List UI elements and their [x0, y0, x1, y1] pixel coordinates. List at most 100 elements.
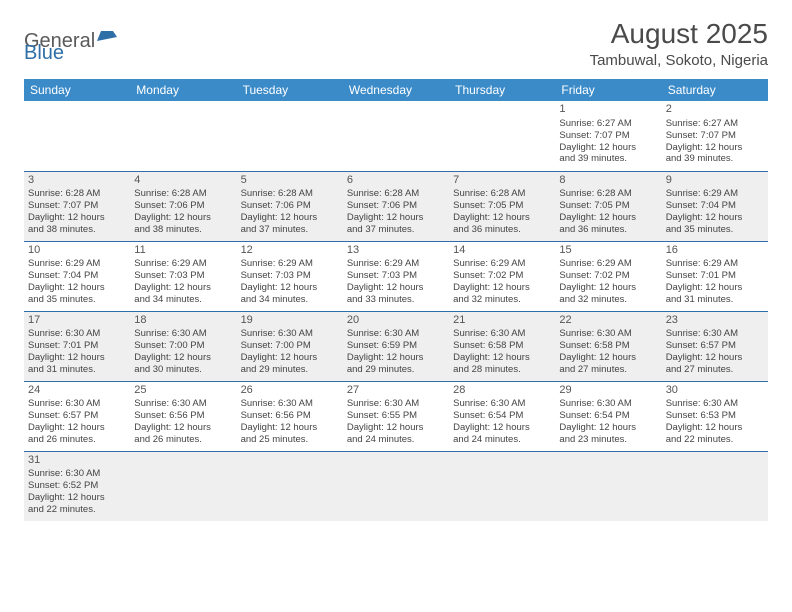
day-info-line: and 34 minutes. [134, 294, 232, 306]
day-number: 21 [453, 314, 551, 328]
day-number: 4 [134, 174, 232, 188]
day-cell: 18Sunrise: 6:30 AMSunset: 7:00 PMDayligh… [130, 311, 236, 381]
calendar-body: 1Sunrise: 6:27 AMSunset: 7:07 PMDaylight… [24, 101, 768, 521]
day-cell: 25Sunrise: 6:30 AMSunset: 6:56 PMDayligh… [130, 381, 236, 451]
day-info-line: Daylight: 12 hours [666, 282, 764, 294]
day-info-line: Daylight: 12 hours [453, 422, 551, 434]
day-info-line: Sunrise: 6:29 AM [453, 258, 551, 270]
day-info-line: Sunrise: 6:28 AM [347, 188, 445, 200]
day-info-line: Daylight: 12 hours [28, 282, 126, 294]
day-number: 17 [28, 314, 126, 328]
day-info-line: Sunset: 7:07 PM [559, 130, 657, 142]
week-row: 10Sunrise: 6:29 AMSunset: 7:04 PMDayligh… [24, 241, 768, 311]
day-info-line: Daylight: 12 hours [28, 212, 126, 224]
day-info-line: and 36 minutes. [559, 224, 657, 236]
day-info-line: Daylight: 12 hours [241, 422, 339, 434]
weekday-header: Wednesday [343, 79, 449, 101]
day-number: 18 [134, 314, 232, 328]
week-row: 24Sunrise: 6:30 AMSunset: 6:57 PMDayligh… [24, 381, 768, 451]
day-cell: 15Sunrise: 6:29 AMSunset: 7:02 PMDayligh… [555, 241, 661, 311]
day-cell: 23Sunrise: 6:30 AMSunset: 6:57 PMDayligh… [662, 311, 768, 381]
day-number: 8 [559, 174, 657, 188]
day-info-line: Daylight: 12 hours [28, 422, 126, 434]
day-info-line: Sunset: 7:01 PM [666, 270, 764, 282]
day-number: 27 [347, 384, 445, 398]
day-number: 14 [453, 244, 551, 258]
day-number: 23 [666, 314, 764, 328]
day-info-line: Sunrise: 6:28 AM [28, 188, 126, 200]
day-number: 1 [559, 103, 657, 117]
day-number: 9 [666, 174, 764, 188]
calendar-page: General August 2025 Tambuwal, Sokoto, Ni… [0, 0, 792, 539]
day-number: 12 [241, 244, 339, 258]
day-info-line: and 30 minutes. [134, 364, 232, 376]
day-info-line: Daylight: 12 hours [241, 212, 339, 224]
day-number: 7 [453, 174, 551, 188]
day-cell: 29Sunrise: 6:30 AMSunset: 6:54 PMDayligh… [555, 381, 661, 451]
week-row: 31Sunrise: 6:30 AMSunset: 6:52 PMDayligh… [24, 451, 768, 521]
day-number: 30 [666, 384, 764, 398]
day-info-line: Sunset: 7:03 PM [347, 270, 445, 282]
day-info-line: Sunrise: 6:28 AM [559, 188, 657, 200]
day-info-line: Daylight: 12 hours [347, 422, 445, 434]
day-cell [24, 101, 130, 171]
day-info-line: Sunrise: 6:30 AM [28, 328, 126, 340]
day-info-line: Sunrise: 6:28 AM [241, 188, 339, 200]
day-info-line: Daylight: 12 hours [559, 142, 657, 154]
day-cell: 7Sunrise: 6:28 AMSunset: 7:05 PMDaylight… [449, 171, 555, 241]
day-number: 2 [666, 103, 764, 117]
day-info-line: Sunset: 7:06 PM [134, 200, 232, 212]
day-info-line: and 33 minutes. [347, 294, 445, 306]
day-cell: 4Sunrise: 6:28 AMSunset: 7:06 PMDaylight… [130, 171, 236, 241]
day-info-line: Sunset: 6:52 PM [28, 480, 126, 492]
day-number: 13 [347, 244, 445, 258]
day-info-line: and 39 minutes. [666, 153, 764, 165]
day-info-line: Sunset: 6:56 PM [134, 410, 232, 422]
day-info-line: Daylight: 12 hours [666, 352, 764, 364]
day-info-line: Sunrise: 6:28 AM [453, 188, 551, 200]
day-cell: 26Sunrise: 6:30 AMSunset: 6:56 PMDayligh… [237, 381, 343, 451]
day-info-line: Sunset: 7:06 PM [241, 200, 339, 212]
day-number: 15 [559, 244, 657, 258]
day-info-line: Sunset: 7:04 PM [666, 200, 764, 212]
day-info-line: and 29 minutes. [241, 364, 339, 376]
day-info-line: Sunset: 7:00 PM [241, 340, 339, 352]
day-info-line: Daylight: 12 hours [559, 282, 657, 294]
day-number: 25 [134, 384, 232, 398]
day-info-line: Sunset: 6:55 PM [347, 410, 445, 422]
day-info-line: Daylight: 12 hours [134, 352, 232, 364]
day-info-line: Sunrise: 6:30 AM [559, 398, 657, 410]
day-info-line: Sunrise: 6:30 AM [241, 398, 339, 410]
day-info-line: and 29 minutes. [347, 364, 445, 376]
day-info-line: and 38 minutes. [134, 224, 232, 236]
day-info-line: Daylight: 12 hours [666, 142, 764, 154]
day-cell: 27Sunrise: 6:30 AMSunset: 6:55 PMDayligh… [343, 381, 449, 451]
day-info-line: Sunset: 7:02 PM [559, 270, 657, 282]
day-info-line: Daylight: 12 hours [241, 282, 339, 294]
day-number: 29 [559, 384, 657, 398]
day-info-line: Daylight: 12 hours [134, 212, 232, 224]
day-info-line: Sunrise: 6:29 AM [347, 258, 445, 270]
day-cell: 19Sunrise: 6:30 AMSunset: 7:00 PMDayligh… [237, 311, 343, 381]
day-cell [343, 101, 449, 171]
weekday-header: Sunday [24, 79, 130, 101]
day-info-line: and 35 minutes. [666, 224, 764, 236]
day-cell: 12Sunrise: 6:29 AMSunset: 7:03 PMDayligh… [237, 241, 343, 311]
day-info-line: Sunset: 7:03 PM [134, 270, 232, 282]
day-cell [130, 101, 236, 171]
day-info-line: Daylight: 12 hours [28, 352, 126, 364]
day-info-line: Sunset: 6:57 PM [28, 410, 126, 422]
day-cell: 16Sunrise: 6:29 AMSunset: 7:01 PMDayligh… [662, 241, 768, 311]
day-info-line: and 36 minutes. [453, 224, 551, 236]
weekday-header: Thursday [449, 79, 555, 101]
day-info-line: Sunset: 6:58 PM [453, 340, 551, 352]
day-cell [555, 451, 661, 521]
day-cell [449, 101, 555, 171]
day-info-line: Daylight: 12 hours [347, 352, 445, 364]
header: General August 2025 Tambuwal, Sokoto, Ni… [24, 18, 768, 69]
weekday-header: Monday [130, 79, 236, 101]
day-info-line: Sunrise: 6:30 AM [666, 328, 764, 340]
day-info-line: Sunrise: 6:30 AM [241, 328, 339, 340]
day-cell: 5Sunrise: 6:28 AMSunset: 7:06 PMDaylight… [237, 171, 343, 241]
day-number: 3 [28, 174, 126, 188]
